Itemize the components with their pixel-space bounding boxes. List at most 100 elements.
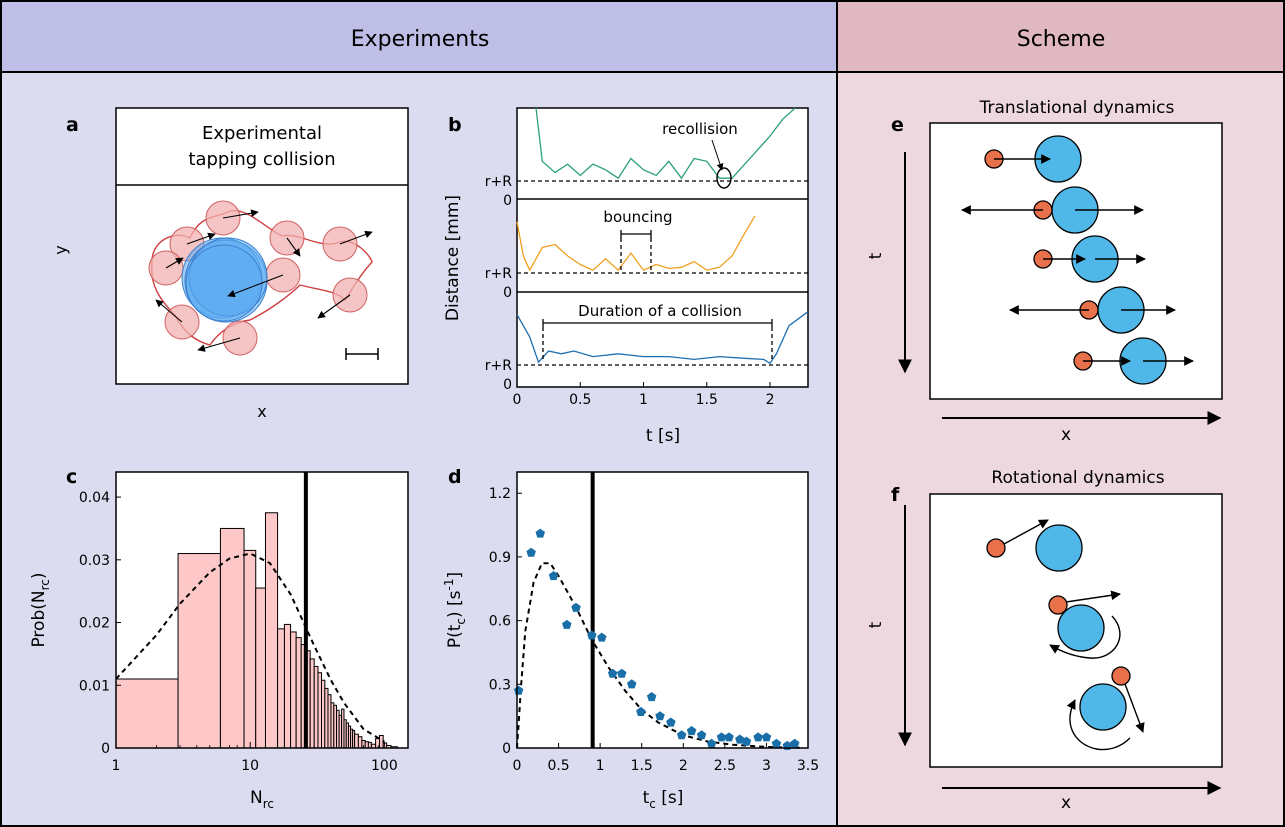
panel-a-ylabel: y: [51, 245, 70, 254]
y-tick-label: 0.9: [489, 550, 511, 566]
data-point: [587, 630, 597, 640]
experiments-title: Experiments: [351, 27, 490, 52]
y-tick-label: 0.03: [79, 553, 110, 569]
recollision-arrow: [711, 139, 724, 171]
panel-e-letter: e: [891, 114, 904, 136]
distance-trace-top: [535, 107, 796, 180]
recollision-label: recollision: [662, 120, 738, 138]
bouncing-label: bouncing: [603, 208, 672, 226]
rotation-arrow: [1066, 699, 1131, 751]
data-point: [771, 738, 782, 748]
panel-a-xlabel: x: [257, 402, 266, 421]
panel-d-letter: d: [448, 466, 462, 488]
panel-e-ylabel: t: [866, 252, 886, 259]
x-tick-label: 1: [639, 392, 648, 408]
histogram-bar: [277, 628, 285, 749]
recollision-ellipse: [716, 167, 732, 189]
velocity-arrow: [165, 257, 184, 269]
x-tick-label: 1: [112, 758, 121, 774]
panel-d-frame: [516, 471, 809, 749]
histogram-bar: [309, 658, 315, 749]
y-tick-label: 0.01: [79, 678, 110, 694]
r-plus-R-label: r+R: [485, 266, 512, 282]
zero-label: 0: [503, 193, 512, 209]
panel-d-xlabel: tc [s]: [643, 788, 684, 811]
velocity-arrow: [286, 237, 301, 257]
panel-c-ylabel: Prob(Nrc): [29, 572, 52, 647]
velocity-arrow: [317, 294, 351, 319]
panel-e: e Translational dynamics x t: [866, 98, 1223, 445]
x-tick-label: 1: [596, 758, 605, 774]
data-point: [617, 668, 627, 678]
data-point: [655, 711, 665, 721]
data-point: [597, 632, 607, 642]
x-tick-label: 2: [679, 758, 688, 774]
data-point: [607, 668, 618, 678]
duration-label: Duration of a collision: [578, 302, 742, 320]
large-particle: [1035, 524, 1083, 572]
x-tick-label: 2.5: [714, 758, 736, 774]
panel-b-xlabel: t [s]: [646, 426, 680, 446]
data-point: [636, 706, 646, 716]
data-point: [696, 730, 707, 740]
panel-e-xlabel: x: [1061, 425, 1071, 445]
histogram-bar: [219, 527, 245, 749]
small-particle: [1048, 595, 1068, 615]
x-tick-label: 0.5: [569, 392, 591, 408]
panel-b: b r+R 0 r+R 0 r+R 0 recollision bouncing: [443, 107, 809, 446]
histogram-bar: [357, 736, 363, 749]
panel-b-letter: b: [448, 114, 462, 136]
data-point: [562, 619, 572, 629]
data-point: [706, 738, 717, 748]
histogram-bar: [354, 733, 359, 749]
panel-c-frame: [115, 471, 409, 749]
distance-trace-bottom: [516, 311, 809, 365]
data-point: [741, 736, 752, 746]
data-point: [789, 738, 800, 748]
velocity-arrow: [222, 209, 259, 219]
panel-c: c 0 0.01 0.02 0.03 0.04 1 10 100 Nrc Prob(Nrc): [29, 466, 409, 811]
panel-b-ylabel: Distance [mm]: [443, 195, 463, 321]
y-tick-label: 0.6: [489, 614, 511, 630]
velocity-arrow: [155, 299, 183, 323]
data-point: [535, 528, 545, 538]
histogram-bar: [382, 742, 388, 749]
panel-b-frame: [516, 107, 809, 388]
x-tick-label: 0.5: [547, 758, 569, 774]
data-point: [526, 547, 536, 557]
scheme-header: [837, 0, 1285, 72]
histogram-bar: [264, 512, 279, 749]
duration-bracket: [542, 319, 773, 360]
small-particle: [1111, 666, 1131, 686]
velocity-arrow: [1124, 683, 1145, 733]
panel-f-ylabel: t: [866, 621, 886, 628]
panel-d-ylabel: P(tc) [s-1]: [442, 572, 468, 648]
x-tick-label: 2: [766, 392, 775, 408]
panel-f-xlabel: x: [1061, 793, 1071, 813]
histogram-bar: [283, 623, 292, 749]
panel-a-title-line2: tapping collision: [188, 149, 335, 170]
histogram-bar: [177, 553, 221, 749]
data-point: [666, 717, 676, 727]
histogram-bar: [313, 665, 319, 749]
data-point: [686, 726, 697, 736]
panel-d-plot-area: [517, 472, 808, 748]
x-tick-label: 3.5: [797, 758, 819, 774]
data-point: [716, 732, 727, 742]
panel-d-fit-curve: [516, 562, 800, 749]
scheme-title: Scheme: [1017, 27, 1106, 52]
experiments-header: [0, 0, 837, 72]
velocity-arrow: [339, 230, 373, 245]
distance-trace-middle: [516, 215, 756, 272]
small-particle: [986, 538, 1006, 558]
histogram-bar: [255, 587, 266, 749]
rotation-arrow: [1049, 615, 1121, 659]
y-tick-label: 0.04: [79, 490, 110, 506]
x-tick-label: 1.5: [631, 758, 653, 774]
x-tick-label: 1.5: [696, 392, 718, 408]
data-point: [627, 679, 637, 689]
panel-a: a Experimental tapping collision x y: [51, 107, 409, 421]
scale-bar: [345, 348, 379, 360]
panel-d: d 00.30.60.91.2 0 0.5 1 1.5 2 2.5 3 3.5 tc [s] …: [442, 466, 819, 811]
